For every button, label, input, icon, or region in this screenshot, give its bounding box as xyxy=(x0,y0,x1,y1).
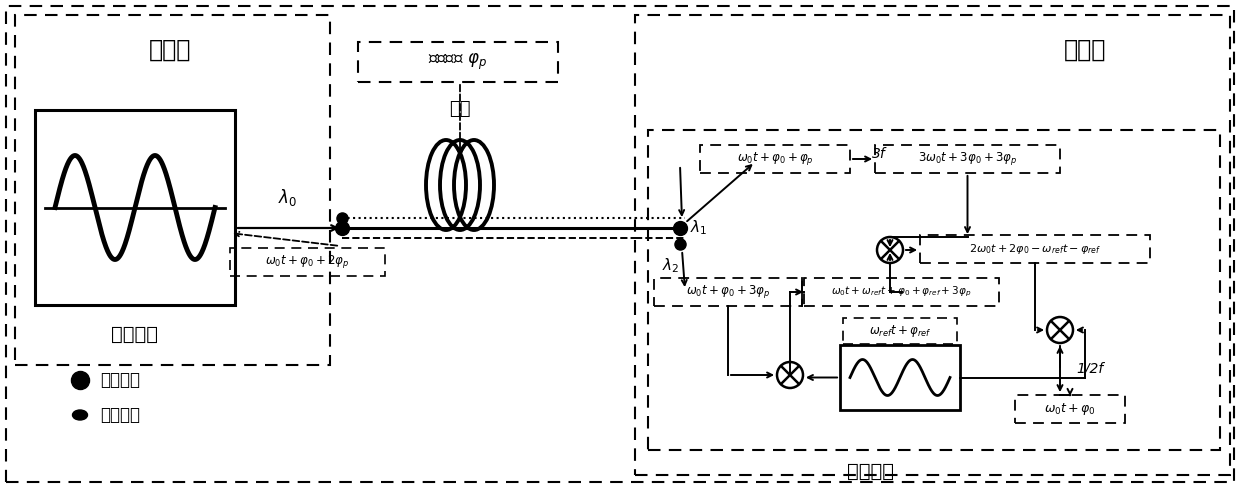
Bar xyxy=(839,345,960,410)
Text: $\lambda_0$: $\lambda_0$ xyxy=(279,187,298,208)
Text: 基频信号: 基频信号 xyxy=(847,462,894,481)
Bar xyxy=(1016,395,1125,423)
Text: 电光转换: 电光转换 xyxy=(100,406,140,424)
Text: 1/2f: 1/2f xyxy=(1076,361,1104,375)
Text: $\omega_0t+\varphi_0+\varphi_p$: $\omega_0t+\varphi_0+\varphi_p$ xyxy=(737,150,813,167)
Text: 微波信号: 微波信号 xyxy=(112,325,159,344)
Bar xyxy=(653,278,802,306)
Text: $\omega_0t+\varphi_0+2\varphi_p$: $\omega_0t+\varphi_0+2\varphi_p$ xyxy=(265,253,350,270)
Text: 相位扰动 $\varphi_p$: 相位扰动 $\varphi_p$ xyxy=(428,52,487,72)
Bar xyxy=(875,145,1060,173)
Text: $\omega_0t+\varphi_0+3\varphi_p$: $\omega_0t+\varphi_0+3\varphi_p$ xyxy=(686,284,770,301)
Text: 3f: 3f xyxy=(872,147,885,161)
Text: $\lambda_1$: $\lambda_1$ xyxy=(689,218,707,237)
Text: 光电转换: 光电转换 xyxy=(100,371,140,389)
Bar xyxy=(229,248,384,276)
Ellipse shape xyxy=(72,410,88,420)
Bar xyxy=(15,15,330,365)
Text: 中心站: 中心站 xyxy=(149,38,191,62)
Text: $\omega_0t+\omega_{ref}t+\varphi_0+\varphi_{ref}+3\varphi_p$: $\omega_0t+\omega_{ref}t+\varphi_0+\varp… xyxy=(831,285,972,299)
Bar xyxy=(635,15,1230,475)
Text: $2\omega_0t+2\varphi_0-\omega_{ref}t-\varphi_{ref}$: $2\omega_0t+2\varphi_0-\omega_{ref}t-\va… xyxy=(968,242,1101,256)
Text: 接收端: 接收端 xyxy=(1064,38,1106,62)
Text: $\omega_0t+\varphi_0$: $\omega_0t+\varphi_0$ xyxy=(1044,401,1096,417)
Bar xyxy=(358,42,558,82)
Bar xyxy=(649,130,1220,450)
Bar xyxy=(804,278,999,306)
Bar xyxy=(843,318,957,344)
Text: 光纤: 光纤 xyxy=(449,100,471,118)
Bar xyxy=(920,235,1149,263)
Text: $\lambda_2$: $\lambda_2$ xyxy=(662,256,680,275)
Bar xyxy=(35,110,236,305)
Text: $\omega_{ref}t+\varphi_{ref}$: $\omega_{ref}t+\varphi_{ref}$ xyxy=(869,323,931,339)
Bar xyxy=(701,145,849,173)
Text: $3\omega_0t+3\varphi_0+3\varphi_p$: $3\omega_0t+3\varphi_0+3\varphi_p$ xyxy=(918,150,1017,167)
